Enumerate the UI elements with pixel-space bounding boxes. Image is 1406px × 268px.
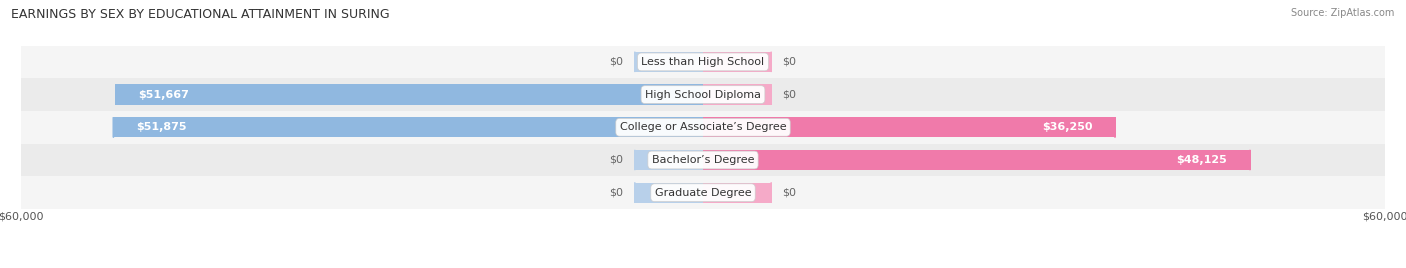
- Text: $0: $0: [783, 57, 797, 67]
- Bar: [636, 183, 703, 203]
- Text: Less than High School: Less than High School: [641, 57, 765, 67]
- Text: $0: $0: [783, 90, 797, 100]
- FancyBboxPatch shape: [21, 78, 1385, 111]
- Text: $36,250: $36,250: [1042, 122, 1092, 132]
- Bar: [703, 150, 1250, 170]
- Bar: [703, 52, 770, 72]
- Bar: [703, 183, 770, 203]
- Bar: [703, 117, 1115, 137]
- Bar: [703, 84, 770, 105]
- Text: College or Associate’s Degree: College or Associate’s Degree: [620, 122, 786, 132]
- Text: Source: ZipAtlas.com: Source: ZipAtlas.com: [1291, 8, 1395, 18]
- Bar: [636, 150, 703, 170]
- Bar: [115, 84, 703, 105]
- Text: High School Diploma: High School Diploma: [645, 90, 761, 100]
- Text: Bachelor’s Degree: Bachelor’s Degree: [652, 155, 754, 165]
- Text: $51,667: $51,667: [139, 90, 190, 100]
- Bar: [114, 117, 703, 137]
- FancyBboxPatch shape: [21, 176, 1385, 209]
- Text: $0: $0: [609, 57, 623, 67]
- Bar: [636, 52, 703, 72]
- Text: $0: $0: [609, 188, 623, 198]
- Text: $0: $0: [609, 155, 623, 165]
- Text: $48,125: $48,125: [1177, 155, 1227, 165]
- FancyBboxPatch shape: [21, 46, 1385, 78]
- Text: $51,875: $51,875: [136, 122, 187, 132]
- Text: Graduate Degree: Graduate Degree: [655, 188, 751, 198]
- FancyBboxPatch shape: [21, 144, 1385, 176]
- FancyBboxPatch shape: [21, 111, 1385, 144]
- Text: $0: $0: [783, 188, 797, 198]
- Text: EARNINGS BY SEX BY EDUCATIONAL ATTAINMENT IN SURING: EARNINGS BY SEX BY EDUCATIONAL ATTAINMEN…: [11, 8, 389, 21]
